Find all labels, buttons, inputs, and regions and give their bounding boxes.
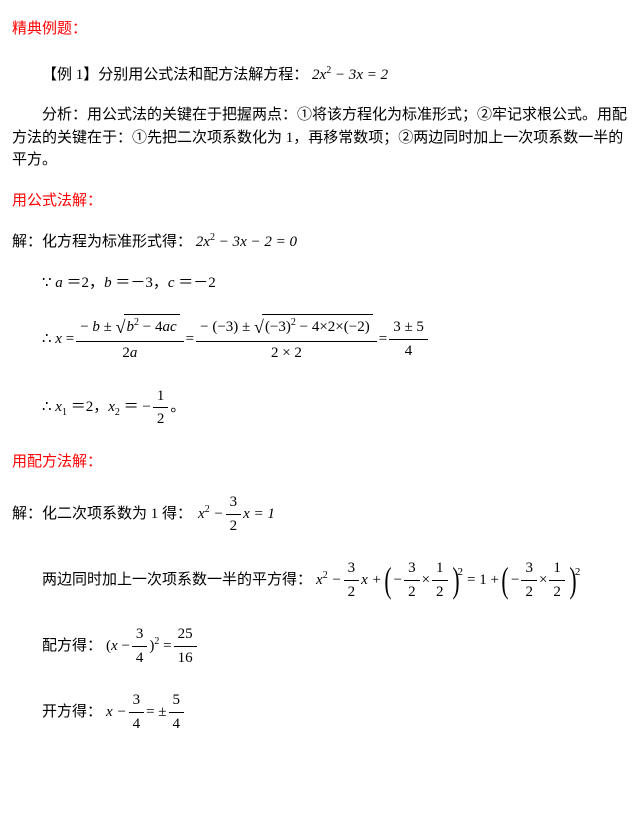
- m2-line1-pre: 解：化二次项系数为 1 得：: [12, 503, 192, 526]
- analysis-paragraph: 分析：用公式法的关键在于把握两点：①将该方程化为标准形式；②牢记求根公式。用配方…: [12, 104, 628, 172]
- m1-frac2: − (−3) ± √(−3)2 − 4×2×(−2) 2 × 2: [196, 314, 377, 365]
- m2-line2-pre: 两边同时加上一次项系数一半的平方得：: [42, 569, 312, 592]
- method2-title: 用配方法解：: [12, 451, 628, 474]
- m1-roots: ∴ x1 ＝2，x2 ＝ − 1 2 。: [42, 385, 628, 431]
- m2-line3-pre: 配方得：: [42, 635, 102, 658]
- example-heading: 【例 1】分别用公式法和配方法解方程： 2x2 − 3x = 2: [12, 63, 628, 87]
- m1-line1-pre: 解：化方程为标准形式得：: [12, 234, 192, 250]
- m1-root2-frac: 1 2: [153, 385, 169, 431]
- m2-complete-square: 配方得： (x − 34 )2 = 2516: [42, 623, 628, 669]
- m1-roots-end: 。: [170, 396, 185, 419]
- method1-title: 用公式法解：: [12, 190, 628, 213]
- m1-frac3: 3 ± 5 4: [389, 316, 428, 362]
- m1-frac1: − b ± √b2 − 4ac 2a: [76, 314, 183, 365]
- m2-normalize: 解：化二次项系数为 1 得： x2 − 32 x = 1: [12, 491, 628, 537]
- m1-standard-form: 解：化方程为标准形式得： 2x2 − 3x − 2 = 0: [12, 230, 628, 254]
- m1-abc-values: ∵ a ＝2，b ＝－3，c ＝－2: [42, 272, 628, 295]
- example-equation: 2x2 − 3x = 2: [312, 67, 388, 83]
- m2-take-root: 开方得： x − 34 = ± 54: [42, 689, 628, 735]
- m1-formula-line: ∴ x = − b ± √b2 − 4ac 2a = − (−3) ± √(−3…: [42, 314, 628, 365]
- example-label: 【例 1】分别用公式法和配方法解方程：: [42, 67, 308, 83]
- m2-line4-pre: 开方得：: [42, 701, 102, 724]
- m2-add-square: 两边同时加上一次项系数一半的平方得： x2 − 32 x + ( − 32 × …: [42, 557, 628, 603]
- m1-line1-eq: 2x2 − 3x − 2 = 0: [196, 234, 297, 250]
- section-title: 精典例题：: [12, 18, 628, 41]
